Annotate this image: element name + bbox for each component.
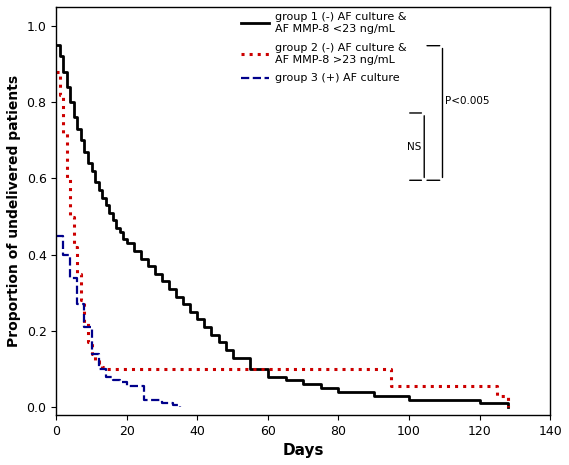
Text: P<0.005: P<0.005 — [445, 96, 489, 106]
X-axis label: Days: Days — [282, 443, 324, 458]
Text: NS: NS — [407, 142, 422, 152]
Legend: group 1 (-) AF culture &
AF MMP-8 <23 ng/mL, group 2 (-) AF culture &
AF MMP-8 >: group 1 (-) AF culture & AF MMP-8 <23 ng… — [241, 13, 406, 84]
Y-axis label: Proportion of undelivered patients: Proportion of undelivered patients — [7, 75, 21, 347]
